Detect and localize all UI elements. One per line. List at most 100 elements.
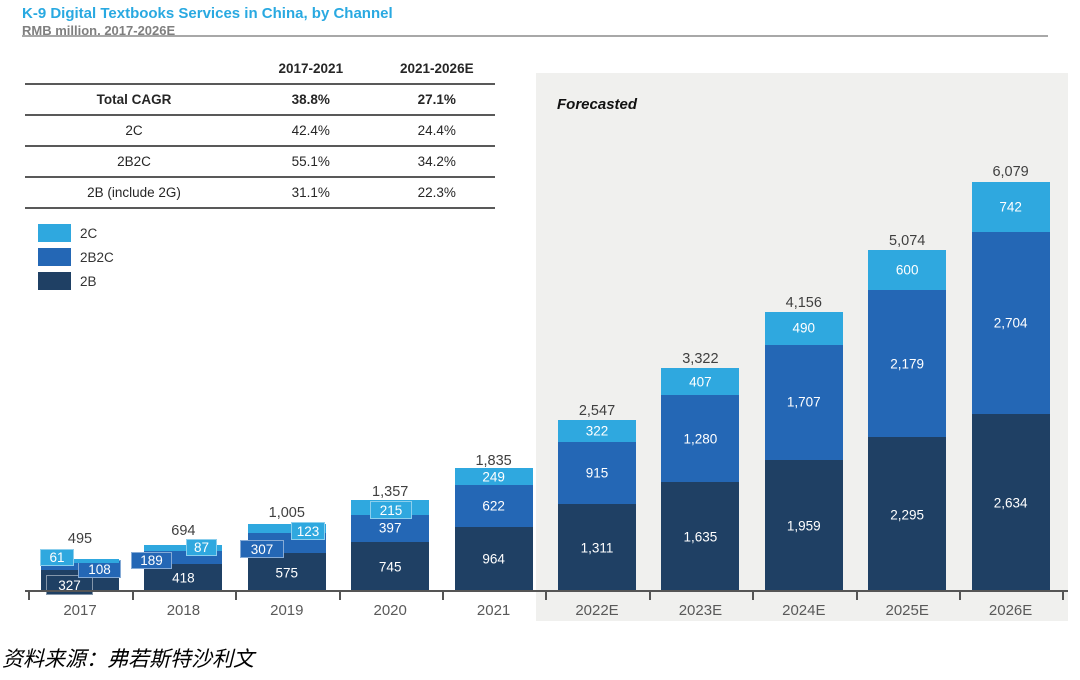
cagr-row-value: 22.3% [378, 177, 495, 209]
legend-label: 2B2C [80, 249, 114, 265]
cagr-row-value: 38.8% [242, 84, 379, 116]
bar-segment: 1,635 [661, 481, 740, 592]
bar-segment-label-chip: 87 [186, 539, 217, 556]
cagr-header-blank [25, 54, 243, 85]
legend-item-2b: 2B [38, 269, 114, 293]
bar-segment-label: 600 [895, 262, 919, 278]
legend-item-2b2c: 2B2C [38, 245, 114, 269]
axis-tick [28, 592, 31, 600]
cagr-row-label: Total CAGR [25, 84, 243, 116]
bar-segment: 600 [868, 249, 947, 291]
x-axis-label: 2017 [63, 602, 97, 619]
forecast-label: Forecasted [557, 96, 638, 113]
x-axis-label: 2025E [885, 602, 929, 619]
bar-segment-label: 322 [585, 423, 609, 439]
x-axis-label: 2021 [476, 602, 511, 619]
bar-segment: 915 [558, 441, 636, 504]
chart-legend: 2C 2B2C 2B [38, 221, 114, 293]
cagr-table-header-row: 2017-2021 2021-2026E [25, 54, 495, 85]
bar-segment: 964 [454, 526, 533, 592]
x-axis-label: 2018 [166, 602, 201, 619]
cagr-table: 2017-2021 2021-2026E Total CAGR 38.8% 27… [25, 54, 495, 209]
bar-total-label: 1,357 [372, 484, 409, 501]
bar-total-label: 3,322 [682, 350, 719, 367]
bar-segment-label: 1,280 [683, 431, 718, 447]
bar-segment: 622 [454, 485, 533, 527]
bar-segment-label: 745 [378, 559, 402, 575]
bar-segment: 1,280 [661, 395, 740, 482]
bar-segment: 742 [971, 182, 1050, 233]
page-subtitle: RMB million, 2017-2026E [22, 23, 176, 38]
bar-segment-label: 1,959 [786, 518, 821, 534]
bar-segment-label: 418 [172, 570, 195, 586]
x-axis-label: 2026E [988, 602, 1033, 619]
cagr-row-value: 42.4% [242, 115, 379, 147]
legend-swatch-2b [38, 272, 71, 290]
bar-segment: 745 [351, 541, 430, 592]
bar-segment: 2,179 [868, 290, 947, 438]
bar-segment-label: 397 [378, 520, 402, 536]
bar-segment-label: 1,635 [683, 529, 718, 545]
x-axis-label: 2019 [270, 602, 304, 619]
bar-segment-label-chip: 123 [291, 522, 325, 540]
cagr-header-period2: 2021-2026E [378, 54, 495, 85]
legend-item-2c: 2C [38, 221, 114, 245]
bar-segment: 1,959 [764, 459, 843, 592]
cagr-row-value: 55.1% [242, 146, 379, 178]
axis-tick [131, 592, 134, 600]
bar-segment: 322 [558, 420, 636, 442]
axis-tick [338, 592, 341, 600]
bar-segment-label-chip: 108 [78, 560, 121, 578]
bar-segment: 2,704 [971, 232, 1050, 415]
bar-segment-label: 1,311 [580, 540, 614, 556]
bar-segment-label-chip: 215 [370, 501, 412, 519]
bar-segment-label: 249 [482, 469, 505, 485]
x-axis-label: 2022E [575, 602, 619, 619]
table-row: 2B2C 55.1% 34.2% [25, 146, 495, 178]
bar-segment: 2,634 [971, 414, 1050, 592]
axis-tick [855, 592, 858, 600]
bar-segment-label-chip: 189 [131, 552, 172, 569]
x-axis-line [25, 590, 1068, 592]
axis-tick [752, 592, 755, 600]
cagr-header-period1: 2017-2021 [242, 54, 379, 85]
x-axis-label: 2024E [782, 602, 826, 619]
axis-tick [235, 592, 238, 600]
cagr-row-label: 2B2C [25, 146, 243, 178]
bar-total-label: 495 [67, 530, 93, 547]
bar-segment: 1,707 [764, 344, 843, 460]
bar-segment-label-chip: 307 [240, 540, 284, 558]
bar-segment: 249 [454, 468, 533, 486]
bar-segment: 2,295 [868, 437, 947, 592]
axis-tick [1062, 592, 1065, 600]
legend-label: 2B [80, 273, 97, 289]
bar-segment: 1,311 [558, 503, 636, 592]
page-title: K-9 Digital Textbooks Services in China,… [22, 5, 393, 22]
bar-segment-label: 964 [482, 551, 505, 567]
bar-segment-label: 407 [689, 374, 712, 390]
legend-swatch-2c [38, 224, 71, 242]
cagr-row-value: 34.2% [378, 146, 495, 178]
bar-segment-label: 915 [585, 465, 609, 481]
bar-total-label: 1,835 [475, 453, 512, 470]
bar-segment-label: 575 [275, 565, 299, 581]
bar-segment-label-chip: 327 [46, 575, 93, 595]
bar-segment-label: 622 [482, 498, 505, 514]
bar-total-label: 1,005 [268, 505, 305, 522]
cagr-row-value: 27.1% [378, 84, 495, 116]
bar-segment: 407 [661, 367, 740, 396]
bar-segment [41, 558, 119, 563]
bar-segment [144, 545, 223, 552]
bar-segment-label: 742 [999, 199, 1022, 215]
bar-segment-label: 2,634 [993, 495, 1028, 511]
bar-total-label: 4,156 [785, 294, 822, 311]
axis-tick [648, 592, 651, 600]
axis-tick [958, 592, 961, 600]
cagr-row-label: 2B (include 2G) [25, 177, 243, 209]
bar-segment [247, 524, 326, 533]
bar-segment: 575 [247, 553, 326, 592]
bar-segment: 490 [764, 311, 843, 345]
bar-segment-label-chip: 61 [40, 549, 74, 566]
bar-segment-label: 2,179 [890, 356, 925, 372]
